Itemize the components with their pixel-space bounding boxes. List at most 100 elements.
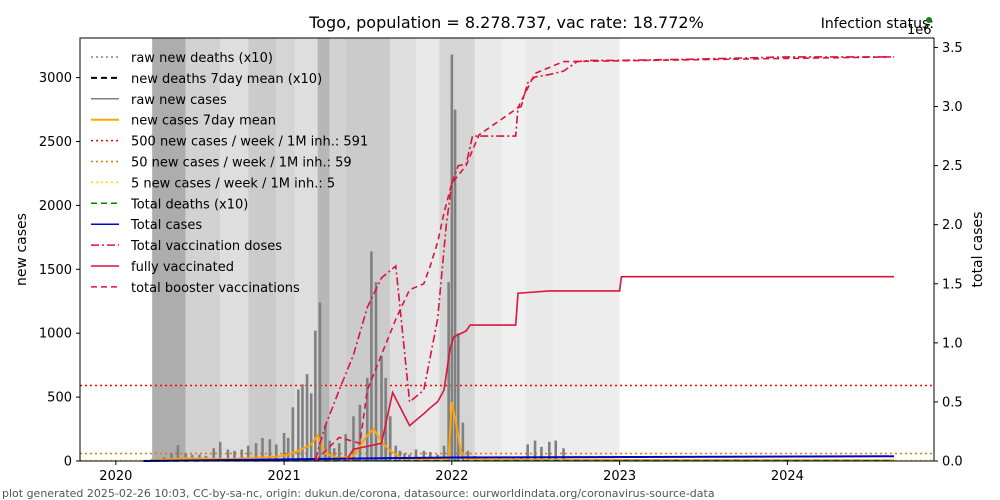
y-right-tick-label: 1.0 — [942, 336, 963, 351]
y-left-tick-label: 2500 — [39, 135, 72, 150]
raw-case-bar — [422, 450, 426, 461]
stringency-band — [553, 38, 620, 461]
raw-case-bar — [324, 425, 327, 461]
x-tick-label: 2024 — [771, 469, 804, 484]
stringency-band — [185, 38, 221, 461]
stringency-band — [415, 38, 440, 461]
legend-label: Total deaths (x10) — [130, 197, 248, 212]
stringency-band — [501, 38, 526, 461]
raw-case-bar — [365, 377, 369, 461]
stringency-band — [295, 38, 318, 461]
y-right-multiplier: 1e6 — [907, 23, 932, 38]
y-right-tick-label: 2.5 — [942, 159, 963, 174]
raw-case-bar — [332, 448, 336, 461]
y-left-axis-label: new cases — [14, 213, 30, 286]
stringency-band — [329, 38, 346, 461]
stringency-band — [248, 38, 277, 461]
legend-label: raw new deaths (x10) — [131, 51, 273, 66]
raw-case-bar — [246, 445, 250, 461]
y-right-axis-label: total cases — [970, 212, 986, 288]
y-right-tick-label: 2.0 — [942, 218, 963, 233]
legend-label: Total cases — [130, 218, 202, 233]
stringency-band — [152, 38, 186, 461]
legend-label: new cases 7day mean — [131, 114, 276, 129]
fully-vaccinated-line — [345, 275, 894, 462]
raw-case-bar — [554, 440, 558, 461]
raw-case-bar — [344, 434, 347, 461]
raw-case-bar — [233, 450, 236, 461]
stringency-band — [474, 38, 502, 461]
chart-title: Togo, population = 8.278.737, vac rate: … — [309, 13, 704, 32]
raw-case-bar — [370, 251, 373, 461]
raw-case-bar — [428, 452, 432, 461]
legend-label: raw new cases — [131, 93, 227, 108]
stringency-band — [390, 38, 416, 461]
raw-case-bar — [314, 330, 317, 461]
raw-case-bar — [291, 407, 295, 461]
legend-label: Total vaccination doses — [130, 239, 282, 254]
plot-frame — [79, 37, 935, 462]
stringency-band — [317, 38, 330, 461]
infection-status-dot — [926, 17, 932, 23]
new-cases-7day-mean-line — [152, 401, 895, 462]
vaccination-doses-line — [314, 56, 894, 461]
infection-status-label: Infection status: — [820, 16, 934, 32]
y-right-tick-label: 0.5 — [942, 395, 963, 410]
y-right-tick-label: 3.5 — [942, 41, 963, 56]
raw-case-bar — [254, 443, 258, 461]
legend-label: fully vaccinated — [131, 260, 234, 275]
stringency-band — [276, 38, 296, 461]
raw-case-bar — [447, 282, 450, 461]
legend-label: 50 new cases / week / 1M inh.: 59 — [131, 156, 352, 171]
raw-case-bar — [309, 393, 313, 461]
legend-label: 500 new cases / week / 1M inh.: 591 — [131, 135, 368, 150]
x-tick-label: 2021 — [268, 469, 301, 484]
x-tick-label: 2022 — [435, 469, 468, 484]
raw-case-bar — [453, 109, 457, 462]
raw-case-bar — [384, 377, 387, 461]
y-right-tick-label: 0.0 — [942, 455, 963, 470]
stringency-band — [525, 38, 554, 461]
raw-case-bar — [466, 450, 470, 461]
y-left-tick-label: 500 — [47, 391, 72, 406]
legend-label: 5 new cases / week / 1M inh.: 5 — [131, 176, 335, 191]
raw-case-bar — [352, 416, 355, 461]
legend-label: new deaths 7day mean (x10) — [131, 72, 322, 87]
booster-vaccinations-line — [314, 56, 895, 462]
raw-case-bar — [240, 449, 244, 461]
raw-case-bar — [226, 449, 230, 461]
raw-case-bar — [562, 448, 565, 461]
stringency-band — [220, 38, 249, 461]
raw-case-bar — [337, 443, 341, 461]
legend: raw new deaths (x10) new deaths 7day mean… — [91, 51, 368, 296]
raw-case-bar — [282, 432, 286, 461]
raw-case-bar — [261, 437, 264, 461]
raw-case-bar — [297, 389, 300, 461]
raw-case-bar — [286, 437, 290, 461]
raw-case-bar — [170, 453, 173, 461]
raw-case-bar — [318, 302, 322, 461]
x-tick-label: 2023 — [603, 469, 636, 484]
y-left-tick-label: 1000 — [39, 327, 72, 342]
raw-case-bar — [301, 384, 304, 461]
footer-credit: plot generated 2025-02-26 10:03, CC-by-s… — [2, 487, 715, 500]
raw-case-bar — [212, 448, 216, 461]
y-left-tick-label: 1500 — [39, 263, 72, 278]
raw-case-bar — [442, 445, 446, 461]
raw-case-bar — [456, 333, 460, 461]
raw-case-bar — [274, 444, 278, 461]
y-right-tick-label: 1.5 — [942, 277, 963, 292]
y-left-tick-label: 0 — [64, 455, 72, 470]
y-left-tick-label: 2000 — [39, 199, 72, 214]
raw-case-bar — [547, 441, 551, 461]
raw-case-bar — [533, 440, 537, 461]
raw-case-bar — [268, 439, 272, 461]
y-left-tick-label: 3000 — [39, 71, 72, 86]
x-tick-label: 2020 — [99, 469, 132, 484]
raw-case-bar — [526, 444, 529, 461]
raw-case-bar — [540, 446, 543, 461]
legend-label: total booster vaccinations — [131, 281, 300, 296]
raw-new-cases-bars — [150, 54, 579, 462]
total-cases-line — [143, 455, 895, 462]
